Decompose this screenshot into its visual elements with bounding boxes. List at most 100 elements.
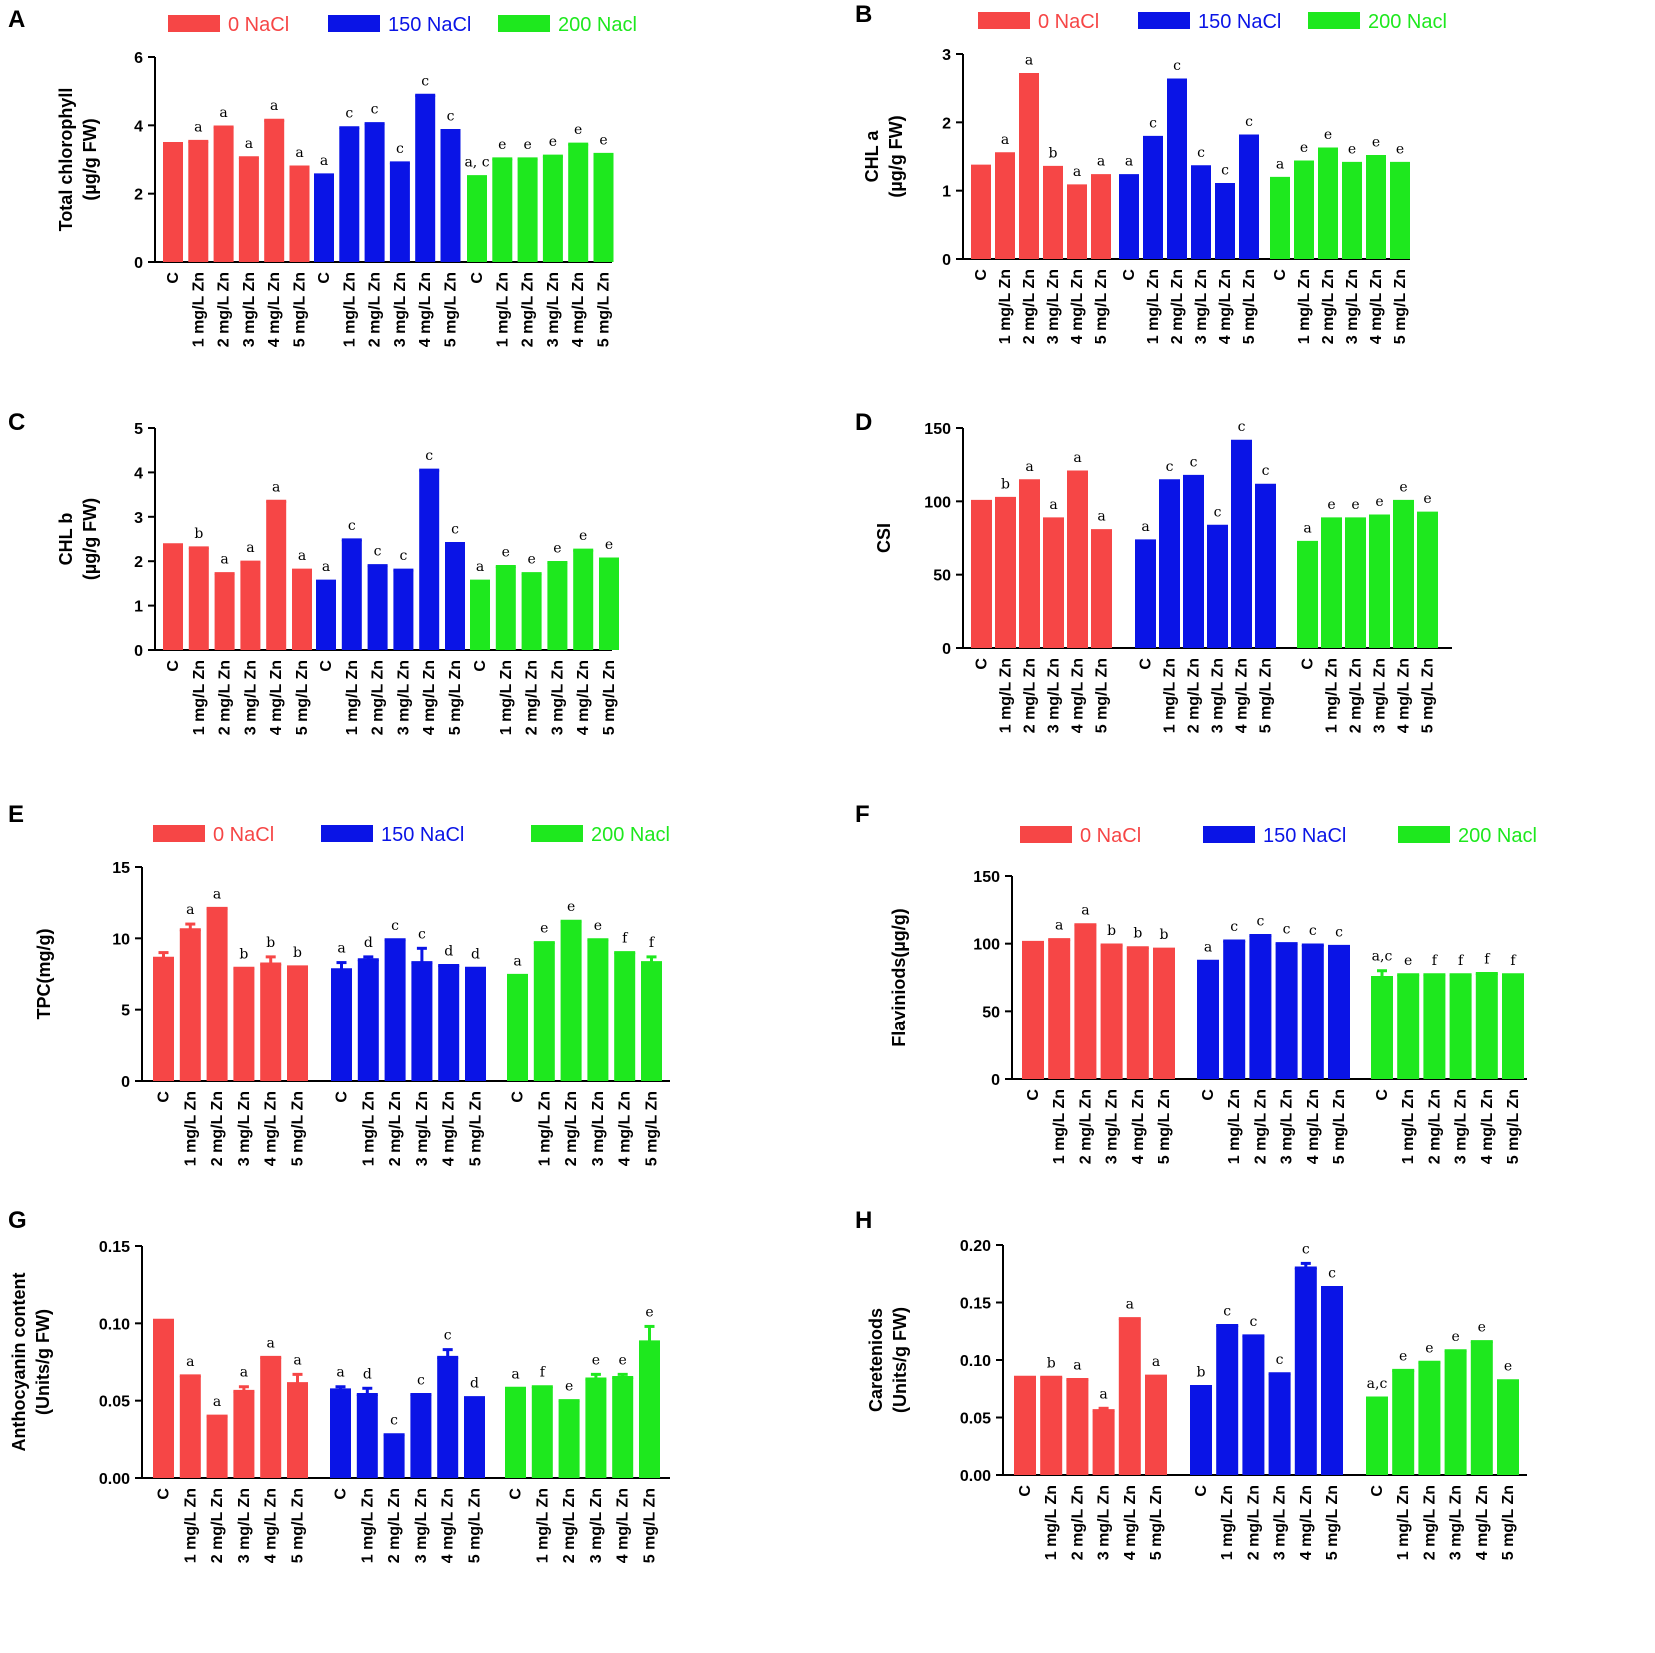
category-label: 2 mg/L Zn — [1169, 269, 1186, 344]
category-label: 5 mg/L Zn — [468, 1091, 485, 1166]
y-tick-label: 0.00 — [960, 1468, 991, 1485]
legend-swatch — [1308, 12, 1360, 29]
category-label: 2 mg/L Zn — [209, 1091, 226, 1166]
significance-label: a — [246, 540, 254, 556]
category-label: 3 mg/L Zn — [1193, 269, 1210, 344]
category-label: 3 mg/L Zn — [1096, 1485, 1113, 1560]
bar-0-nacl — [153, 1320, 174, 1478]
y-axis-label: CHL b — [56, 513, 76, 566]
bar-150-nacl — [1197, 961, 1219, 1079]
y-tick-label: 50 — [982, 1004, 1000, 1021]
category-label: 1 mg/L Zn — [341, 272, 358, 347]
significance-label: a — [1125, 154, 1133, 170]
bar-200-nacl — [1318, 148, 1338, 259]
category-label: 4 mg/L Zn — [263, 1488, 280, 1563]
category-label: 3 mg/L Zn — [1448, 1485, 1465, 1560]
category-label: 4 mg/L Zn — [1234, 658, 1251, 733]
legend-swatch — [978, 12, 1030, 29]
significance-label: c — [1276, 1352, 1284, 1368]
bar-150-nacl — [464, 1397, 485, 1478]
significance-label: a — [322, 559, 330, 575]
bar-150-nacl — [389, 162, 410, 262]
category-label: 5 mg/L Zn — [467, 1488, 484, 1563]
legend-swatch — [321, 825, 373, 842]
bar-0-nacl — [264, 120, 285, 262]
significance-label: c — [396, 141, 404, 157]
category-label: 5 mg/L Zn — [1241, 269, 1258, 344]
category-label: 1 mg/L Zn — [498, 660, 515, 735]
bar-150-nacl — [1207, 526, 1228, 648]
significance-label: e — [605, 537, 613, 553]
bar-0-nacl — [260, 1357, 282, 1478]
significance-label: c — [390, 1413, 398, 1429]
category-label: 1 mg/L Zn — [1226, 1089, 1243, 1164]
bar-150-nacl — [1242, 1335, 1265, 1475]
category-label: 5 mg/L Zn — [1392, 269, 1409, 344]
category-label: 2 mg/L Zn — [1320, 269, 1337, 344]
significance-label: f — [1484, 951, 1491, 967]
category-label: 5 mg/L Zn — [642, 1488, 659, 1563]
category-label: 3 mg/L Zn — [588, 1488, 605, 1563]
y-axis-label: TPC(mg/g) — [34, 929, 54, 1020]
bar-150-nacl — [330, 1389, 351, 1478]
significance-label: e — [1399, 479, 1407, 495]
bar-200-nacl — [641, 962, 662, 1081]
bar-0-nacl — [1048, 939, 1071, 1079]
panel-b: B 0 NaCl 150 NaCl 200 Nacl 0 1 2 3 CHL a (µg/g FW… — [855, 1, 1447, 344]
bar-0-nacl — [1019, 74, 1039, 259]
bar-150-nacl — [1223, 940, 1246, 1079]
significance-label: c — [451, 521, 459, 537]
category-label: 4 mg/L Zn — [1298, 1485, 1315, 1560]
significance-label: a — [1001, 132, 1009, 148]
bar-200-nacl — [568, 144, 589, 262]
significance-label: a — [1204, 939, 1212, 955]
significance-label: c — [1214, 504, 1222, 520]
category-label: 5 mg/L Zn — [1500, 1485, 1517, 1560]
legend-label: 200 Nacl — [1368, 11, 1447, 33]
y-tick-label: 0.15 — [960, 1296, 991, 1313]
significance-label: e — [1348, 141, 1356, 157]
category-label: 2 mg/L Zn — [1021, 269, 1038, 344]
category-label: 2 mg/L Zn — [1245, 1485, 1262, 1560]
category-label: 2 mg/L Zn — [520, 272, 537, 347]
category-label: 3 mg/L Zn — [1372, 658, 1389, 733]
category-label: 4 mg/L Zn — [263, 1091, 280, 1166]
y-axis-label: Total chlorophyll — [56, 88, 76, 232]
panel-c: C 0 1 2 3 4 5 CHL b (µg/g FW) Cb 1 mg/L Zn a 2 mg/L … — [8, 409, 619, 735]
significance-label: c — [345, 106, 353, 122]
significance-label: e — [498, 137, 506, 153]
bar-150-nacl — [383, 1434, 405, 1478]
panel-letter: C — [8, 409, 25, 436]
bar-150-nacl — [1321, 1287, 1343, 1475]
significance-label: c — [1256, 914, 1264, 930]
significance-label: c — [1190, 454, 1198, 470]
legend-label: 200 Nacl — [591, 824, 670, 846]
bar-0-nacl — [995, 498, 1016, 648]
bar-200-nacl — [505, 1388, 526, 1478]
significance-label: a — [1141, 519, 1149, 535]
y-tick-label: 0.05 — [960, 1411, 991, 1428]
category-label: 1 mg/L Zn — [182, 1091, 199, 1166]
category-label: 2 mg/L Zn — [1069, 1485, 1086, 1560]
bar-200-nacl — [1366, 1397, 1388, 1475]
significance-label: b — [293, 945, 302, 961]
category-label: C — [1300, 658, 1317, 670]
category-label: 2 mg/L Zn — [1426, 1089, 1443, 1164]
category-label: C — [333, 1488, 350, 1500]
significance-label: c — [348, 518, 356, 534]
panel-h: H 0.00 0.05 0.10 0.15 0.20 Careteniods (Units/g… — [855, 1207, 1527, 1560]
category-label: 1 mg/L Zn — [344, 660, 361, 735]
significance-label: c — [391, 918, 399, 934]
significance-label: c — [1173, 58, 1181, 74]
category-label: 4 mg/L Zn — [441, 1091, 458, 1166]
significance-label: a — [1081, 903, 1089, 919]
significance-label: a,c — [1372, 949, 1393, 965]
bar-0-nacl — [1126, 947, 1149, 1079]
panel-f: F 0 NaCl 150 NaCl 200 Nacl 0 50 100 150 Flavinio… — [855, 801, 1537, 1164]
bar-200-nacl — [1390, 163, 1410, 259]
category-label: C — [1138, 658, 1155, 670]
bar-200-nacl — [612, 1377, 634, 1478]
category-label: 4 mg/L Zn — [1130, 1089, 1147, 1164]
bar-150-nacl — [415, 95, 436, 263]
category-label: 3 mg/L Zn — [1272, 1485, 1289, 1560]
